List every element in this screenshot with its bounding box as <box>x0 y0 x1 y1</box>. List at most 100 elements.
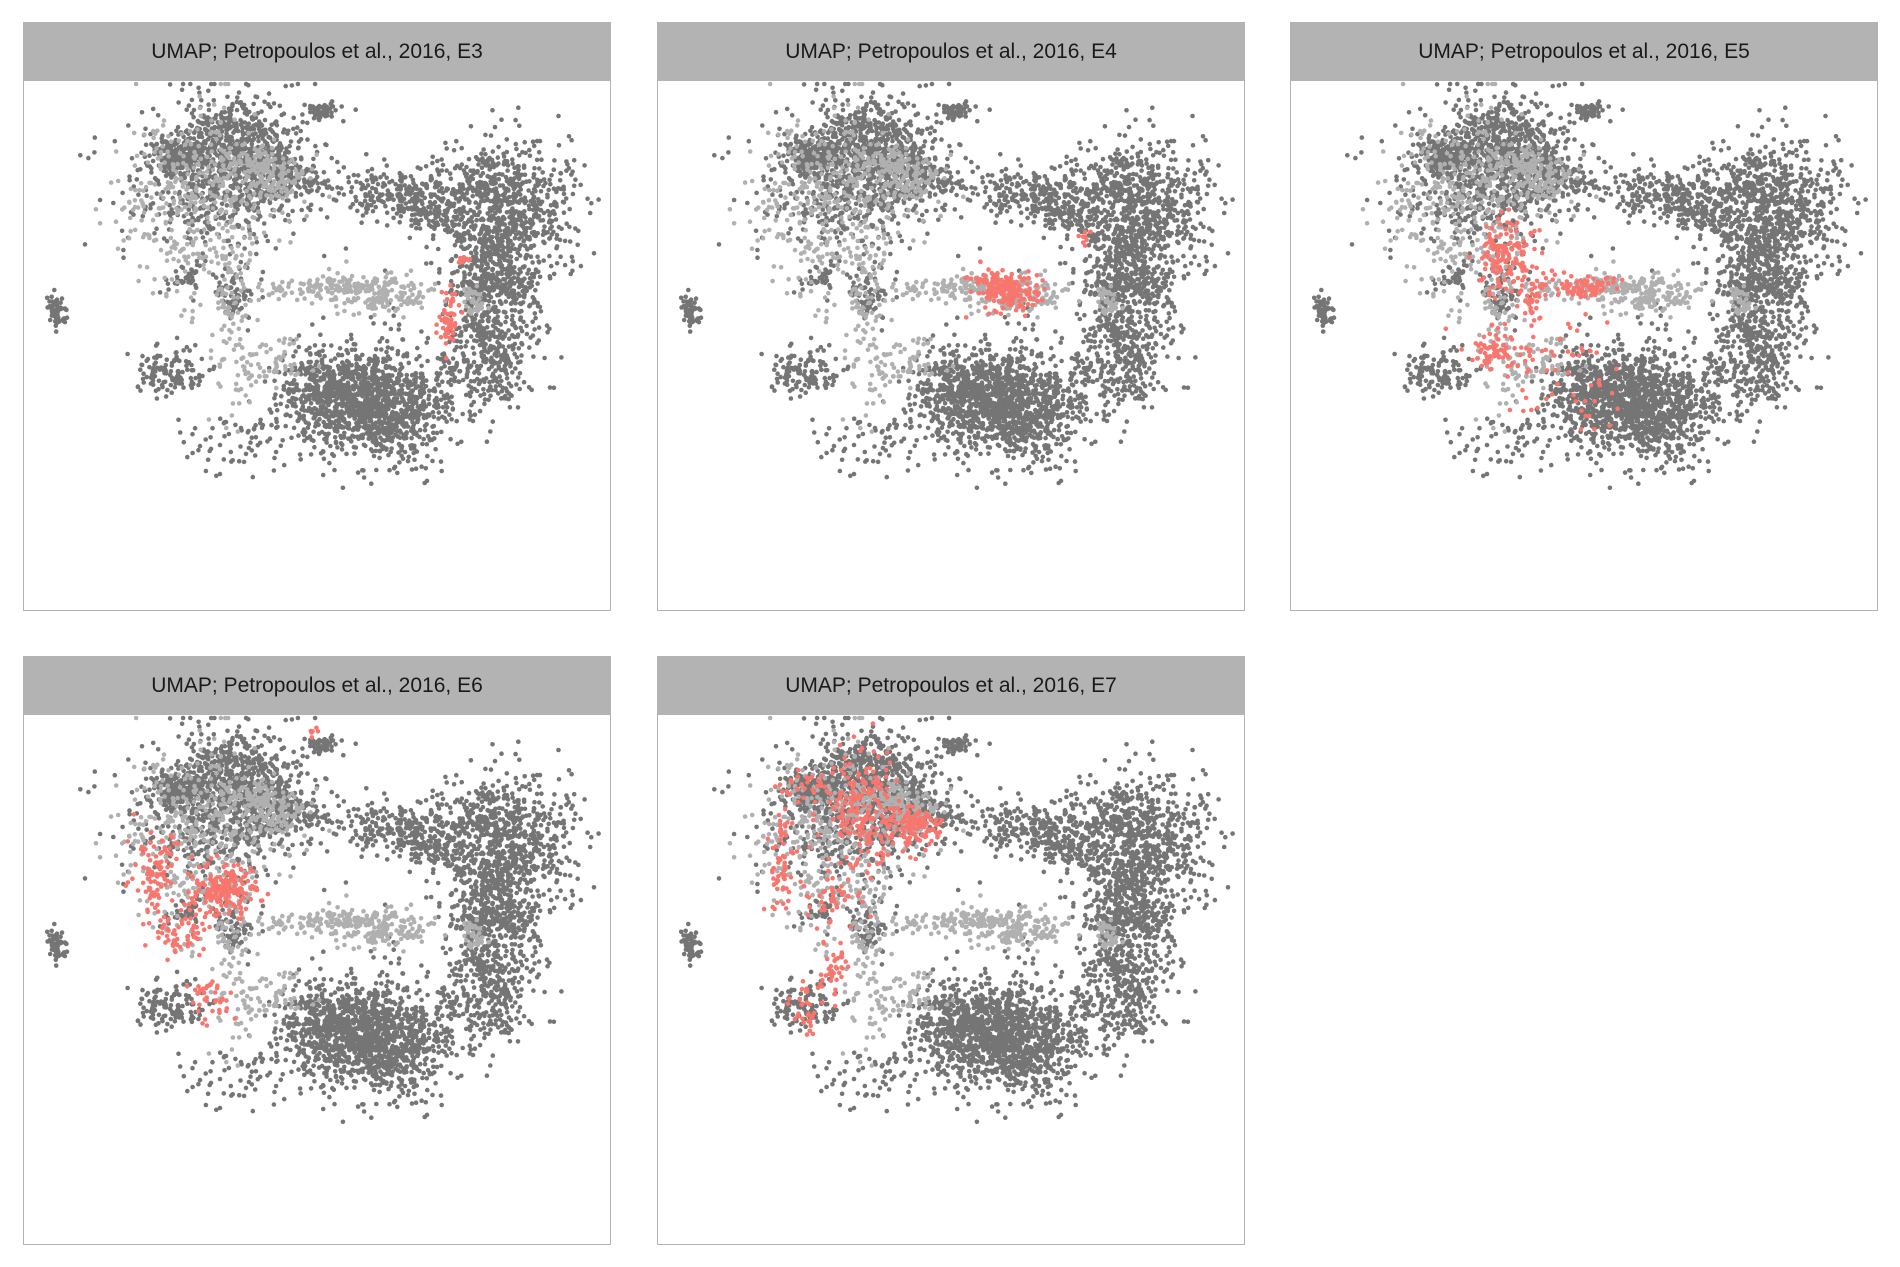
cell-point <box>492 225 498 230</box>
cell-point <box>179 146 184 152</box>
cell-point <box>562 238 568 244</box>
cell-point <box>515 191 521 197</box>
cell-point <box>395 470 400 476</box>
cell-point <box>464 171 470 177</box>
cell-point <box>226 238 231 243</box>
cell-point <box>518 218 524 223</box>
cell-point <box>150 158 156 164</box>
cell-point <box>185 367 190 373</box>
cell-point <box>528 243 534 249</box>
cell-point <box>488 429 493 434</box>
cell-point <box>336 169 342 175</box>
cell-point <box>397 197 403 202</box>
cell-point <box>320 104 326 109</box>
cell-point <box>329 155 335 161</box>
cell-point <box>169 390 174 396</box>
cell-point <box>44 295 50 301</box>
cell-point <box>532 206 538 212</box>
cell-point <box>349 185 355 190</box>
cell-point <box>162 370 167 376</box>
cell-point <box>482 397 488 402</box>
cell-point <box>502 333 507 339</box>
cell-point <box>193 342 198 348</box>
cell-point <box>495 231 500 236</box>
cell-point <box>402 424 407 429</box>
cell-point <box>478 173 484 179</box>
cell-point <box>251 132 256 138</box>
cell-point <box>308 103 313 109</box>
cell-point <box>489 280 495 285</box>
cell-point <box>503 319 508 325</box>
cell-point <box>440 356 446 362</box>
cell-point <box>473 312 479 318</box>
cell-point <box>318 207 324 212</box>
cell-point <box>516 230 522 235</box>
cell-point <box>510 347 516 352</box>
cell-point <box>386 399 391 405</box>
cell-point <box>464 319 470 324</box>
cell-point <box>288 139 294 144</box>
cell-point <box>410 419 415 425</box>
cell-point <box>390 410 395 416</box>
cell-point <box>339 352 345 358</box>
cell-point <box>245 328 251 333</box>
cell-point <box>149 170 154 175</box>
cell-point <box>406 454 412 460</box>
cell-point <box>289 435 294 441</box>
cell-point <box>345 380 351 386</box>
cell-point <box>541 258 546 263</box>
cell-point <box>549 173 554 178</box>
cell-point <box>338 394 343 400</box>
cell-point <box>180 369 185 375</box>
cell-point <box>315 181 321 186</box>
cell-point <box>421 390 427 396</box>
cell-point <box>387 467 392 473</box>
cell-point <box>482 401 487 407</box>
cell-point <box>249 292 254 297</box>
cell-point <box>449 371 454 377</box>
cell-point <box>439 218 444 223</box>
cell-point <box>346 426 352 431</box>
cell-point <box>312 178 317 183</box>
cell-point <box>473 155 479 160</box>
cell-point <box>470 345 476 351</box>
cell-point <box>471 359 477 365</box>
cell-point <box>460 281 465 286</box>
cell-point <box>520 300 526 305</box>
cell-point <box>348 332 354 338</box>
cell-point <box>486 298 492 304</box>
cell-point <box>92 135 98 140</box>
cell-point <box>545 230 550 235</box>
cell-point <box>196 447 201 453</box>
cell-point <box>239 103 245 109</box>
cell-point <box>474 257 479 262</box>
cell-point <box>493 384 499 389</box>
cell-point <box>517 123 522 129</box>
cell-point <box>430 154 436 160</box>
cell-point <box>531 172 537 177</box>
cell-point <box>470 193 476 199</box>
cell-point <box>471 227 477 232</box>
cell-point <box>420 211 426 216</box>
cell-point <box>172 150 177 156</box>
cell-point <box>504 371 510 377</box>
cell-point <box>389 446 394 451</box>
cell-point <box>298 192 304 197</box>
cell-point <box>312 445 317 450</box>
cell-point <box>167 171 172 177</box>
cell-point <box>387 194 392 200</box>
cell-point <box>363 443 368 449</box>
cell-point <box>188 211 194 217</box>
cell-point <box>189 368 195 373</box>
cell-point <box>222 420 227 425</box>
cell-point <box>502 190 508 196</box>
cell-point <box>468 389 474 395</box>
cell-point <box>452 242 458 248</box>
cell-point <box>488 384 493 389</box>
cell-point <box>521 319 526 325</box>
cell-point <box>448 229 453 235</box>
cell-point <box>533 183 538 188</box>
cell-point <box>517 253 523 258</box>
cell-point <box>403 431 409 437</box>
cell-point <box>376 389 382 395</box>
